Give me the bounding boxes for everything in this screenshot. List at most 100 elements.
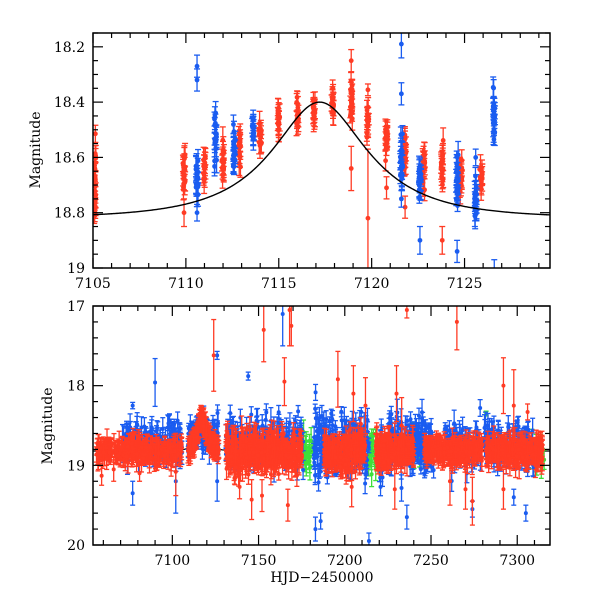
data-point (275, 108, 281, 114)
data-point (364, 107, 370, 113)
data-point (228, 411, 233, 416)
data-point (417, 237, 423, 243)
red-point (256, 123, 263, 143)
data-point (439, 237, 445, 243)
top-y-tick-labels: 18.2 18.4 18.6 18.8 19 (54, 40, 85, 277)
red-point (438, 153, 445, 180)
blue-point (186, 422, 192, 435)
blue-point (295, 404, 301, 418)
data-point (400, 131, 405, 137)
red-point (365, 112, 372, 139)
top-axis-ticks (92, 32, 550, 269)
red-point (181, 173, 188, 192)
top-data-points (93, 33, 499, 276)
data-point (365, 123, 371, 128)
data-point (249, 412, 254, 417)
data-point (348, 166, 354, 171)
data-point (490, 84, 496, 90)
blue-outlier-point (398, 33, 405, 59)
top-x-tick-labels: 7105 7110 7115 7120 7125 (75, 276, 482, 292)
y-tick-label: 18.6 (54, 150, 85, 166)
data-point (194, 77, 200, 83)
data-point (306, 452, 311, 457)
data-point (181, 210, 187, 216)
data-point (182, 180, 188, 186)
blue-point (213, 146, 220, 174)
red-outlier-point (348, 48, 355, 73)
data-point (365, 215, 371, 221)
blue-point (248, 406, 254, 424)
data-point (416, 166, 422, 172)
blue-outlier-point (472, 148, 479, 167)
data-point (455, 184, 461, 190)
red-point (93, 145, 99, 163)
top-model-curve (93, 101, 550, 216)
top-plot-frame (92, 32, 551, 269)
red-outlier-point (439, 225, 446, 255)
blue-point (263, 403, 269, 422)
data-point (194, 210, 200, 216)
red-point (348, 87, 355, 116)
data-point (212, 113, 218, 119)
data-point (474, 197, 480, 203)
data-point (214, 157, 219, 163)
data-point (194, 63, 200, 69)
blue-outlier-point (416, 225, 423, 255)
blue-point (249, 117, 256, 134)
x-tick-label: 7105 (75, 276, 111, 292)
data-point (139, 425, 144, 430)
data-point (473, 155, 479, 160)
blue-outlier-point (491, 259, 498, 276)
red-outlier-point (181, 198, 188, 228)
data-point (398, 155, 404, 161)
red-point (383, 127, 390, 145)
data-point (492, 271, 497, 276)
data-point (93, 151, 98, 157)
data-point (384, 133, 390, 139)
data-point (421, 153, 426, 159)
blue-outlier-point (194, 203, 201, 222)
data-point (231, 151, 237, 157)
blue-point (454, 179, 461, 195)
blue-point (490, 114, 497, 133)
top-panel: 7105 7110 7115 7120 7125 18.218.418.618.819 … (28, 32, 551, 292)
data-point (384, 185, 389, 191)
blue-point (143, 427, 149, 438)
red-point (202, 151, 209, 180)
data-point (195, 169, 201, 175)
data-point (477, 174, 483, 180)
blue-outlier-point (194, 54, 201, 78)
data-point (249, 123, 255, 129)
blue-point (230, 140, 237, 168)
data-point (348, 58, 354, 64)
data-point (175, 418, 180, 423)
data-point (384, 128, 390, 134)
data-point (93, 131, 98, 137)
data-point (203, 163, 208, 169)
blue-outlier-point (454, 239, 461, 264)
data-point (186, 426, 191, 431)
data-point (491, 121, 496, 127)
red-point (220, 136, 227, 164)
data-point (276, 410, 281, 415)
data-point (398, 41, 404, 47)
blue-point (227, 404, 233, 422)
y-tick-label: 19 (67, 261, 85, 277)
data-point (438, 164, 444, 170)
bottom-data-points (93, 306, 547, 545)
y-tick-label: 18.8 (54, 206, 85, 222)
red-outlier-point (402, 195, 409, 219)
blue-outlier-point (398, 82, 405, 106)
blue-point (175, 411, 181, 430)
data-point (93, 174, 97, 179)
red-outlier-point (383, 176, 390, 200)
blue-point (194, 157, 201, 186)
data-point (365, 87, 371, 93)
blue-outlier-point (398, 189, 405, 208)
red-outlier-point (329, 79, 336, 98)
data-point (255, 419, 260, 424)
y-tick-label: 18.2 (54, 40, 85, 56)
x-tick-label: 7120 (354, 276, 390, 292)
